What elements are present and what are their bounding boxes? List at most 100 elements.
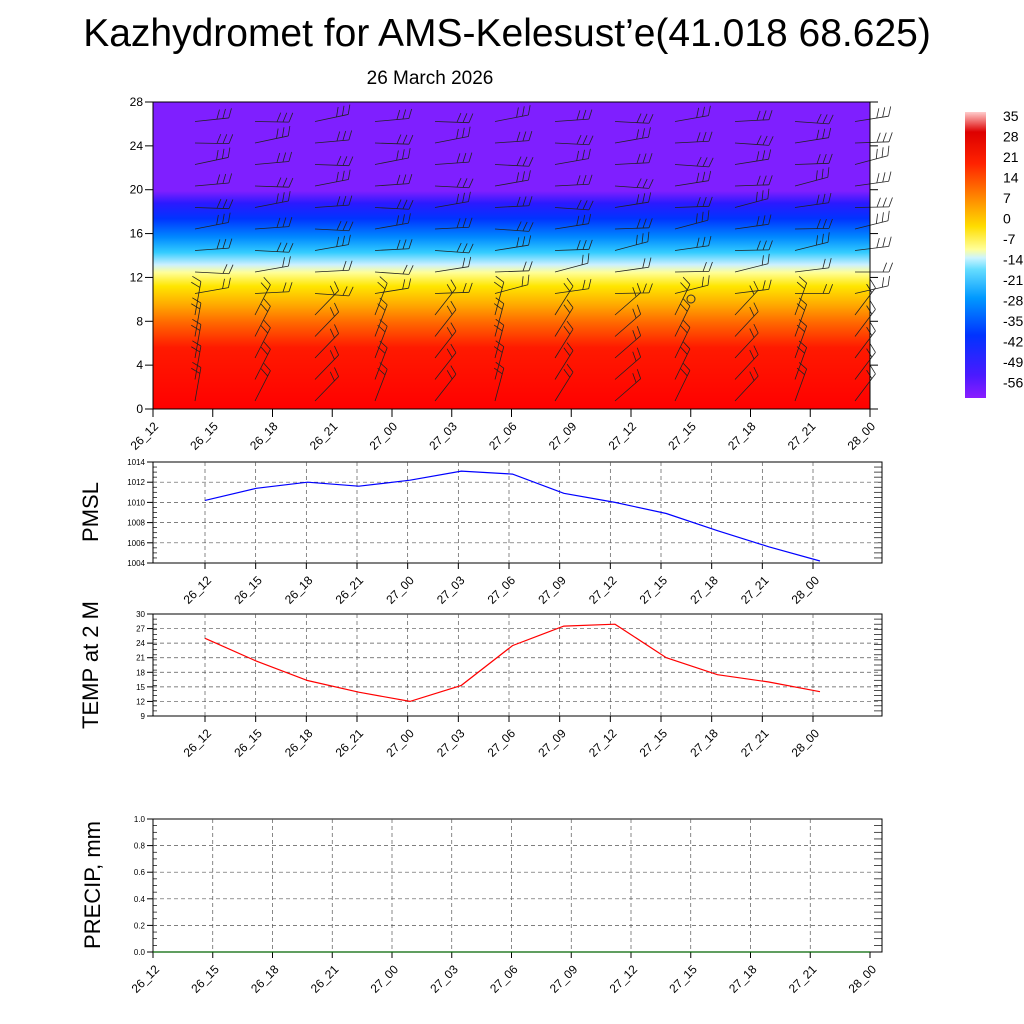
x-tick-label: 26_18: [247, 419, 281, 453]
wind-barb: [493, 297, 505, 337]
x-tick-label: 27_18: [687, 726, 721, 760]
y-tick-label: 12: [130, 270, 144, 284]
x-tick-label: 26_12: [128, 419, 162, 453]
wind-barb: [854, 236, 892, 251]
wind-barbs: [191, 104, 893, 402]
wind-barb: [554, 277, 574, 316]
wind-barb: [254, 276, 271, 316]
x-tick-label: 27_15: [666, 962, 700, 996]
colorbar-fill: [965, 112, 986, 398]
wind-barb: [191, 340, 202, 380]
x-tick-label: 27_15: [637, 726, 671, 760]
x-tick-label: 27_00: [368, 962, 402, 996]
wind-barb: [794, 218, 833, 230]
colorbar-label: -7: [1003, 231, 1016, 247]
y-tick-label: 0.2: [134, 921, 146, 930]
wind-barb: [254, 319, 271, 359]
x-tick-label: 27_06: [486, 419, 520, 453]
wind-barb: [614, 231, 650, 251]
wind-barb: [194, 277, 231, 294]
wind-barb: [674, 235, 712, 251]
wind-barb: [734, 240, 773, 251]
wind-barb: [254, 341, 271, 380]
x-tick-label: 27_03: [427, 962, 461, 996]
y-tick-label: 24: [130, 139, 144, 153]
wind-barb: [434, 343, 457, 380]
y-tick-label: 20: [130, 183, 144, 197]
wind-barb: [614, 113, 654, 124]
wind-barb: [674, 276, 691, 316]
wind-barb: [734, 110, 773, 122]
wind-barb: [734, 253, 770, 273]
wind-barb: [674, 210, 710, 230]
wind-barb: [493, 361, 505, 402]
temperature-cross-section: 0 4 8 12 16 20 24 28 26_12 26_15 26_18 26_21 27_00 27…: [128, 95, 893, 453]
wind-barb: [614, 218, 653, 230]
wind-barb: [674, 275, 710, 294]
wind-barb: [674, 196, 713, 208]
wind-barb: [614, 283, 642, 316]
y-tick-label: 0.8: [134, 842, 146, 851]
wind-barb: [794, 232, 830, 251]
wind-barb: [734, 188, 770, 208]
wind-barb: [674, 170, 712, 187]
wind-barb: [554, 363, 574, 402]
colorbar-label: -35: [1003, 313, 1023, 329]
colorbar-label: -56: [1003, 375, 1023, 391]
wind-barb: [795, 284, 833, 294]
colorbar-label: 35: [1003, 108, 1019, 124]
y-tick-label: 24: [136, 639, 145, 648]
wind-barb: [674, 261, 713, 273]
wind-barb: [494, 274, 530, 294]
line-panel-2: 9 12 15 18 21 24 27 30 26_12 26_15 26_18 26_21 27_00…: [78, 601, 883, 760]
x-tick-label: 26_18: [282, 573, 316, 607]
wind-barb: [374, 213, 411, 230]
wind-barb: [493, 318, 505, 359]
wind-barb: [794, 276, 808, 316]
x-tick-label: 27_12: [606, 419, 640, 453]
y-tick-label: 21: [136, 654, 145, 663]
wind-barb: [194, 133, 234, 144]
wind-barb: [554, 199, 594, 211]
x-tick-label: 27_09: [535, 726, 569, 760]
x-tick-label: 27_12: [607, 962, 641, 996]
x-tick-label: 28_00: [789, 573, 823, 607]
wind-barb: [674, 156, 714, 168]
x-tick-label: 27_03: [434, 573, 468, 607]
y-tick-label: 15: [136, 683, 145, 692]
page-subtitle: 26 March 2026: [366, 68, 494, 89]
wind-barb: [734, 135, 774, 146]
wind-barb: [254, 191, 291, 208]
wind-barb: [854, 145, 890, 165]
wind-barb: [614, 304, 642, 337]
wind-barb: [614, 153, 653, 165]
wind-barb: [674, 319, 691, 359]
wind-barb: [554, 134, 594, 146]
wind-barb: [734, 345, 759, 380]
colorbar-label: -42: [1003, 334, 1023, 350]
x-tick-label: 27_21: [786, 962, 820, 996]
wind-barb: [314, 220, 354, 232]
wind-barb: [434, 177, 474, 189]
wind-barb: [494, 221, 534, 232]
x-tick-label: 26_21: [333, 573, 367, 607]
wind-barb: [434, 152, 473, 165]
wind-barb: [314, 234, 351, 251]
wind-barb: [734, 302, 759, 337]
series-line: [204, 470, 821, 562]
wind-barb: [434, 300, 457, 337]
wind-barb: [191, 318, 202, 359]
colorbar-label: 28: [1003, 129, 1019, 145]
y-tick-label: 1006: [127, 539, 145, 548]
x-tick-label: 27_09: [546, 419, 580, 453]
wind-barb: [494, 235, 532, 251]
wind-barb: [554, 320, 574, 359]
wind-barb: [794, 113, 834, 125]
x-tick-label: 27_21: [738, 573, 772, 607]
x-tick-label: 26_12: [181, 573, 215, 607]
x-tick-label: 27_03: [434, 726, 468, 760]
wind-barb: [374, 264, 414, 275]
wind-barb: [554, 148, 591, 165]
wind-barb: [614, 178, 654, 189]
y-tick-label: 0.4: [134, 895, 146, 904]
